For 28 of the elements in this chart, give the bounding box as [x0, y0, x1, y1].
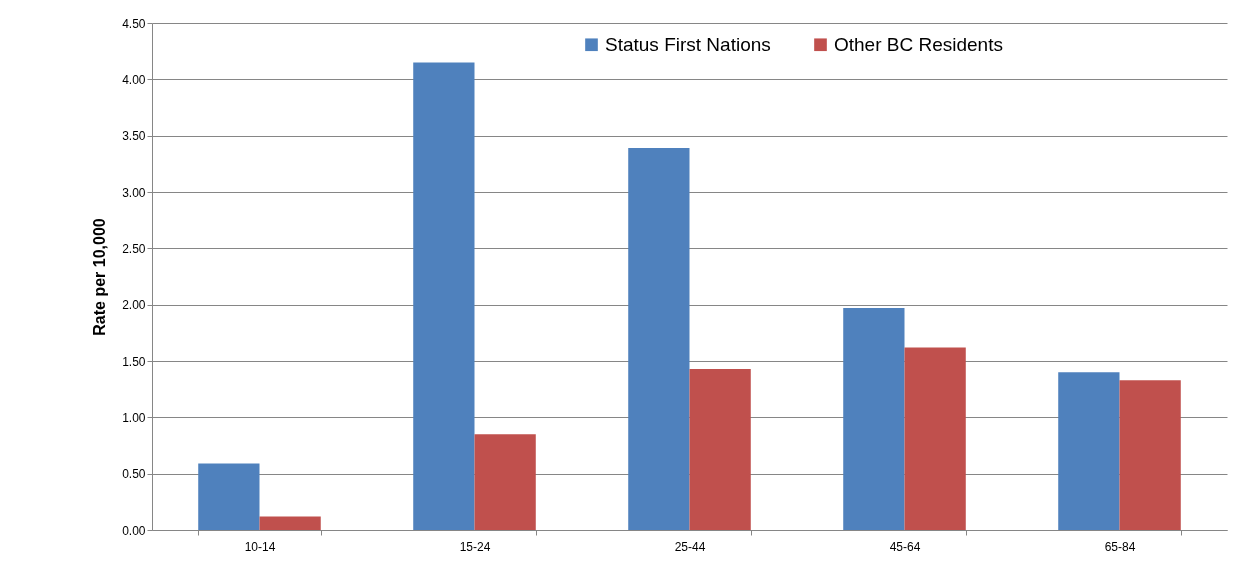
x-tick-label: 25-44 [674, 539, 706, 554]
y-tick-label: 2.00 [122, 298, 146, 313]
y-tick-label: 0.00 [122, 523, 146, 538]
bar [259, 516, 321, 530]
bar [1119, 380, 1181, 530]
x-tick-label: 10-14 [244, 539, 276, 554]
y-tick-label: 0.50 [122, 467, 146, 482]
bar [628, 148, 690, 530]
bar [904, 347, 966, 530]
legend-label: Status First Nations [605, 33, 771, 55]
legend-label: Other BC Residents [834, 33, 1003, 55]
y-tick-label: 2.50 [122, 241, 146, 256]
y-tick-label: 3.00 [122, 185, 146, 200]
y-tick-label: 1.00 [122, 410, 146, 425]
bar [843, 308, 905, 530]
x-tick-label: 15-24 [459, 539, 491, 554]
y-tick-label: 3.50 [122, 129, 146, 144]
y-tick-label: 4.50 [122, 16, 146, 31]
bar [1058, 372, 1120, 530]
y-tick-label: 1.50 [122, 354, 146, 369]
y-tick-label: 4.00 [122, 72, 146, 87]
bar [413, 62, 475, 530]
x-tick-label: 45-64 [889, 539, 921, 554]
x-tick-label: 65-84 [1104, 539, 1136, 554]
bar [198, 463, 260, 530]
y-axis-title: Rate per 10,000 [91, 218, 109, 336]
bar [474, 434, 536, 530]
bar [689, 368, 751, 530]
